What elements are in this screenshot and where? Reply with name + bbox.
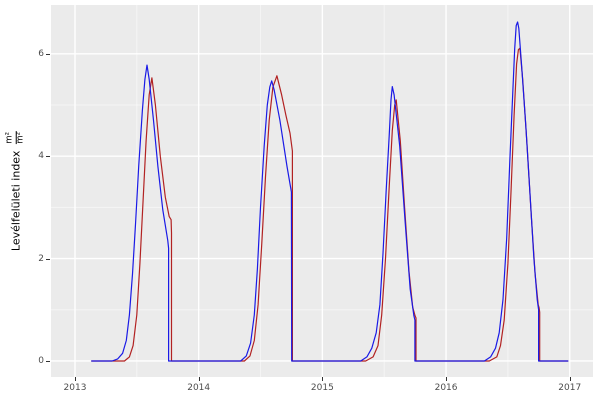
y-tick-mark [46, 360, 50, 362]
y-tick-label: 0 [38, 355, 44, 366]
x-tick-mark [569, 377, 571, 381]
fraction-denominator: m² [15, 131, 26, 144]
series_blue [91, 21, 569, 362]
x-tick-mark [198, 377, 200, 381]
x-tick-label: 2016 [434, 383, 458, 393]
x-tick-label: 2017 [558, 383, 582, 393]
y-axis-title-text: Levélfelületi index [9, 150, 23, 252]
y-tick-label: 2 [38, 253, 44, 264]
plot-panel [51, 5, 593, 377]
x-tick-mark [322, 377, 324, 381]
y-axis-title: Levélfelületi index m² m² [5, 130, 27, 252]
y-tick-mark [46, 258, 50, 260]
x-tick-label: 2014 [187, 383, 211, 393]
x-tick-mark [446, 377, 448, 381]
chart-canvas [51, 5, 593, 377]
x-tick-mark [74, 377, 76, 381]
y-tick-mark [46, 53, 50, 55]
x-tick-label: 2015 [310, 383, 334, 393]
y-tick-mark [46, 156, 50, 158]
y-axis-title-fraction: m² m² [5, 130, 27, 145]
y-tick-label: 4 [38, 151, 44, 162]
x-tick-label: 2013 [63, 383, 87, 393]
y-tick-label: 6 [38, 48, 44, 59]
series_red [91, 47, 569, 362]
